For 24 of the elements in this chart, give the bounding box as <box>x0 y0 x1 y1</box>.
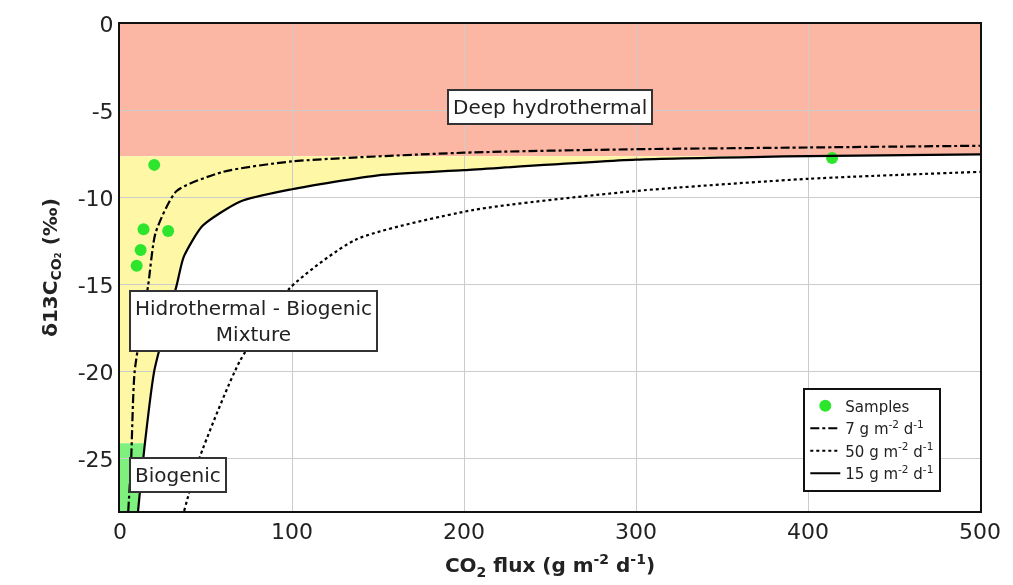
point <box>162 224 175 237</box>
y-tick-label: 0 <box>99 11 114 37</box>
legend-label: Samples <box>845 397 910 416</box>
y-tick-label: -5 <box>91 98 114 124</box>
x-tick-label: 100 <box>271 519 313 545</box>
point <box>130 259 143 272</box>
y-tick-label: -10 <box>77 185 114 211</box>
y-tick-label: -25 <box>77 446 114 472</box>
x-axis-title: CO$_{2}$ flux (g m$^{-2}$ d$^{-1}$) <box>444 551 656 580</box>
point <box>137 223 150 236</box>
band-label: Deep hydrothermal <box>453 95 648 119</box>
point <box>148 158 161 171</box>
legend-label: 50 g m$^{-2}$ d$^{-1}$ <box>845 440 934 461</box>
legend-label: 7 g m$^{-2}$ d$^{-1}$ <box>845 417 924 439</box>
band-label: Hidrothermal - Biogenic Mixture <box>135 296 372 346</box>
x-tick-label: 500 <box>959 519 1001 545</box>
x-tick-label: 400 <box>787 519 829 545</box>
x-tick-label: 200 <box>443 519 485 545</box>
y-tick-label: -20 <box>77 359 114 385</box>
band-label: Biogenic <box>135 463 221 487</box>
y-tick-label: -15 <box>77 272 114 298</box>
legend-label: 15 g m$^{-2}$ d$^{-1}$ <box>845 462 934 484</box>
x-tick-label: 300 <box>615 519 657 545</box>
point <box>134 244 147 257</box>
